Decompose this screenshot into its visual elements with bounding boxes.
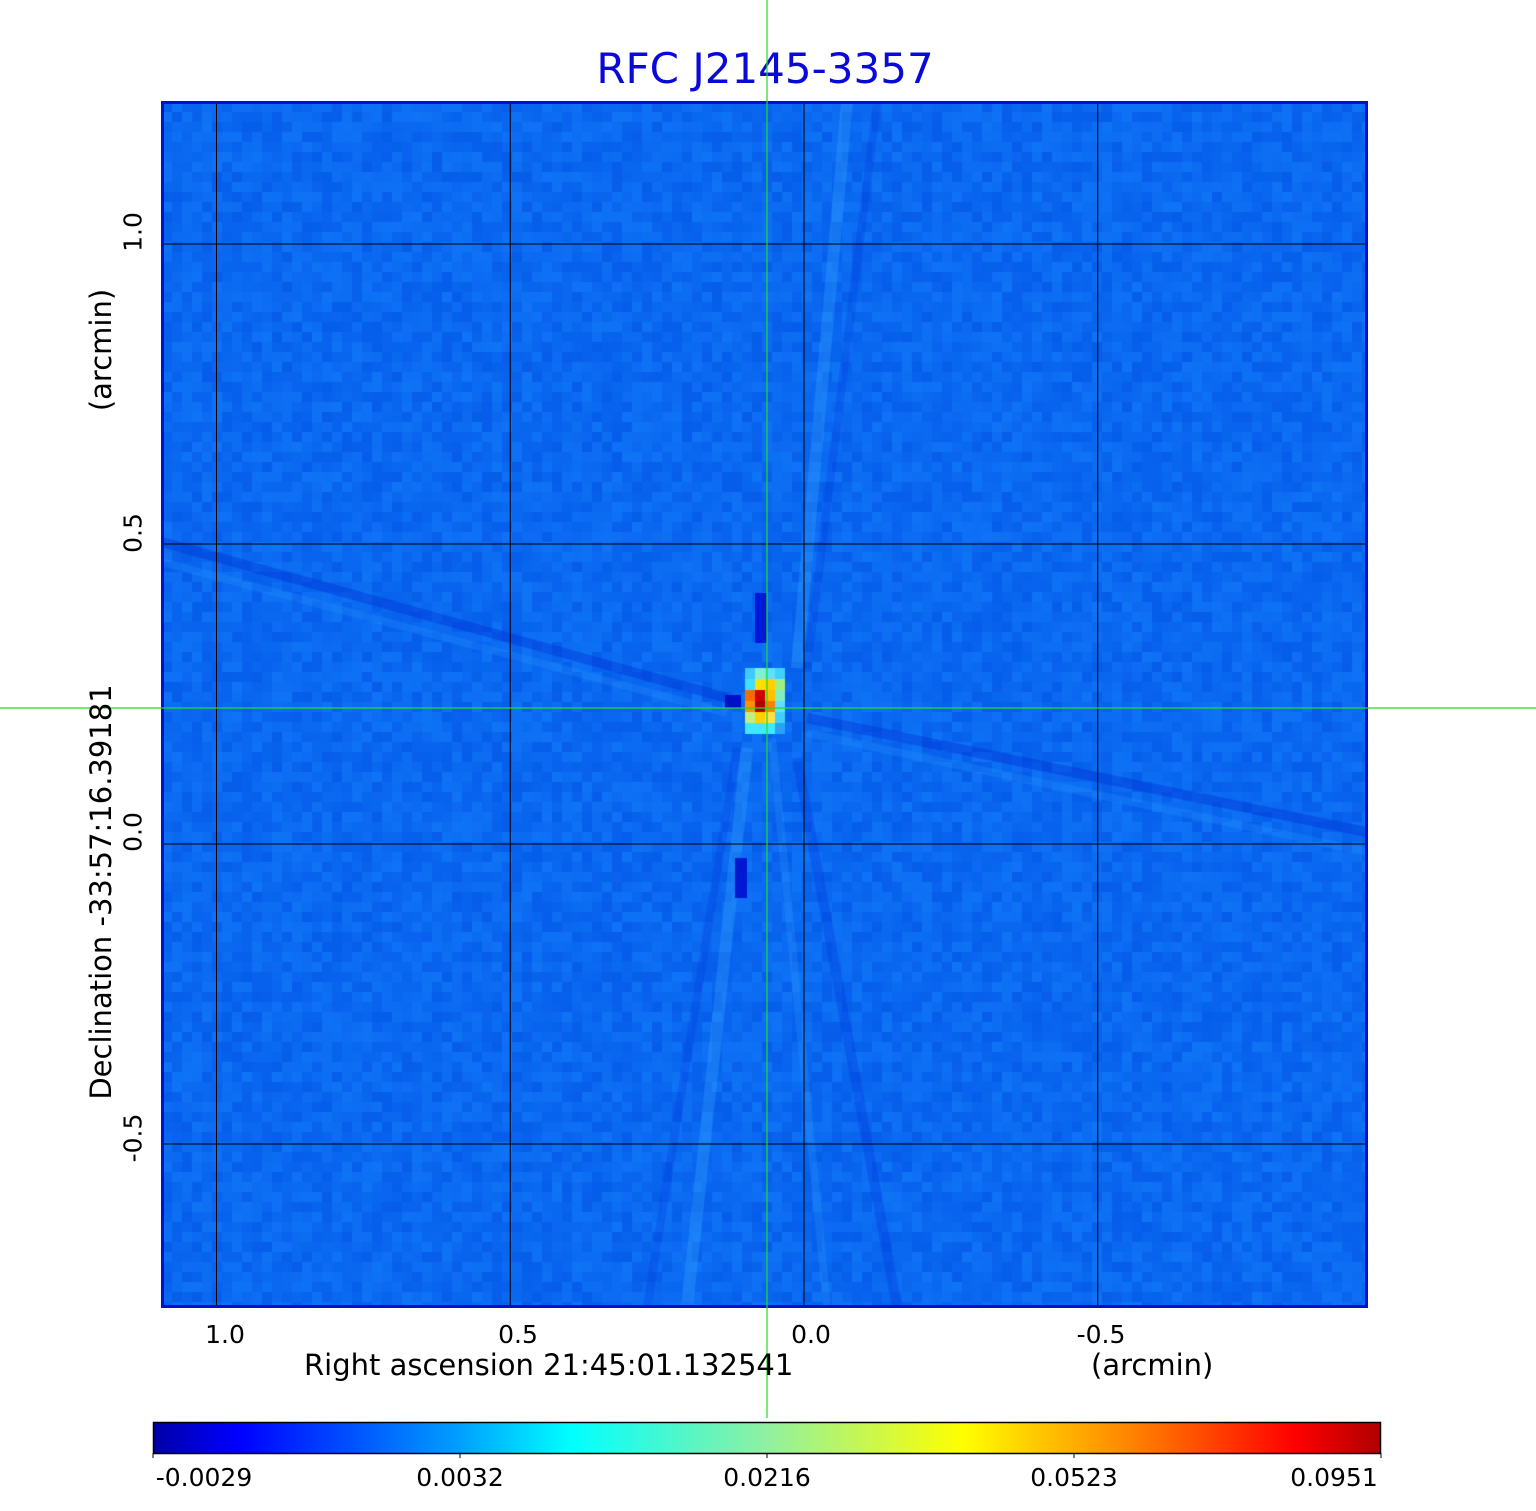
x-tick-label: 0.5 — [498, 1320, 538, 1349]
colorbar — [152, 1421, 1382, 1455]
colorbar-tick-label: -0.0029 — [155, 1463, 253, 1492]
x-tick-label: 1.0 — [205, 1320, 245, 1349]
x-tick-label: 0.0 — [791, 1320, 831, 1349]
x-axis-unit: (arcmin) — [1091, 1348, 1214, 1382]
radio-image-heatmap — [162, 102, 1367, 1307]
y-tick-label: 0.0 — [118, 812, 148, 852]
colorbar-tick-label: 0.0951 — [1290, 1463, 1378, 1492]
y-tick-label: 0.5 — [118, 513, 148, 553]
plot-frame — [161, 101, 1368, 1308]
colorbar-tick-label: 0.0523 — [1030, 1463, 1118, 1492]
colorbar-tick-label: 0.0032 — [416, 1463, 504, 1492]
x-axis-label: Right ascension 21:45:01.132541 — [304, 1348, 794, 1382]
y-axis-label: Declination -33:57:16.39181 — [84, 684, 118, 1100]
x-tick-label: -0.5 — [1076, 1320, 1126, 1349]
colorbar-tick-label: 0.0216 — [723, 1463, 811, 1492]
chart-title: RFC J2145-3357 — [596, 44, 934, 93]
y-tick-label: -0.5 — [118, 1113, 148, 1163]
y-axis-unit: (arcmin) — [84, 288, 118, 412]
y-tick-label: 1.0 — [118, 212, 148, 252]
